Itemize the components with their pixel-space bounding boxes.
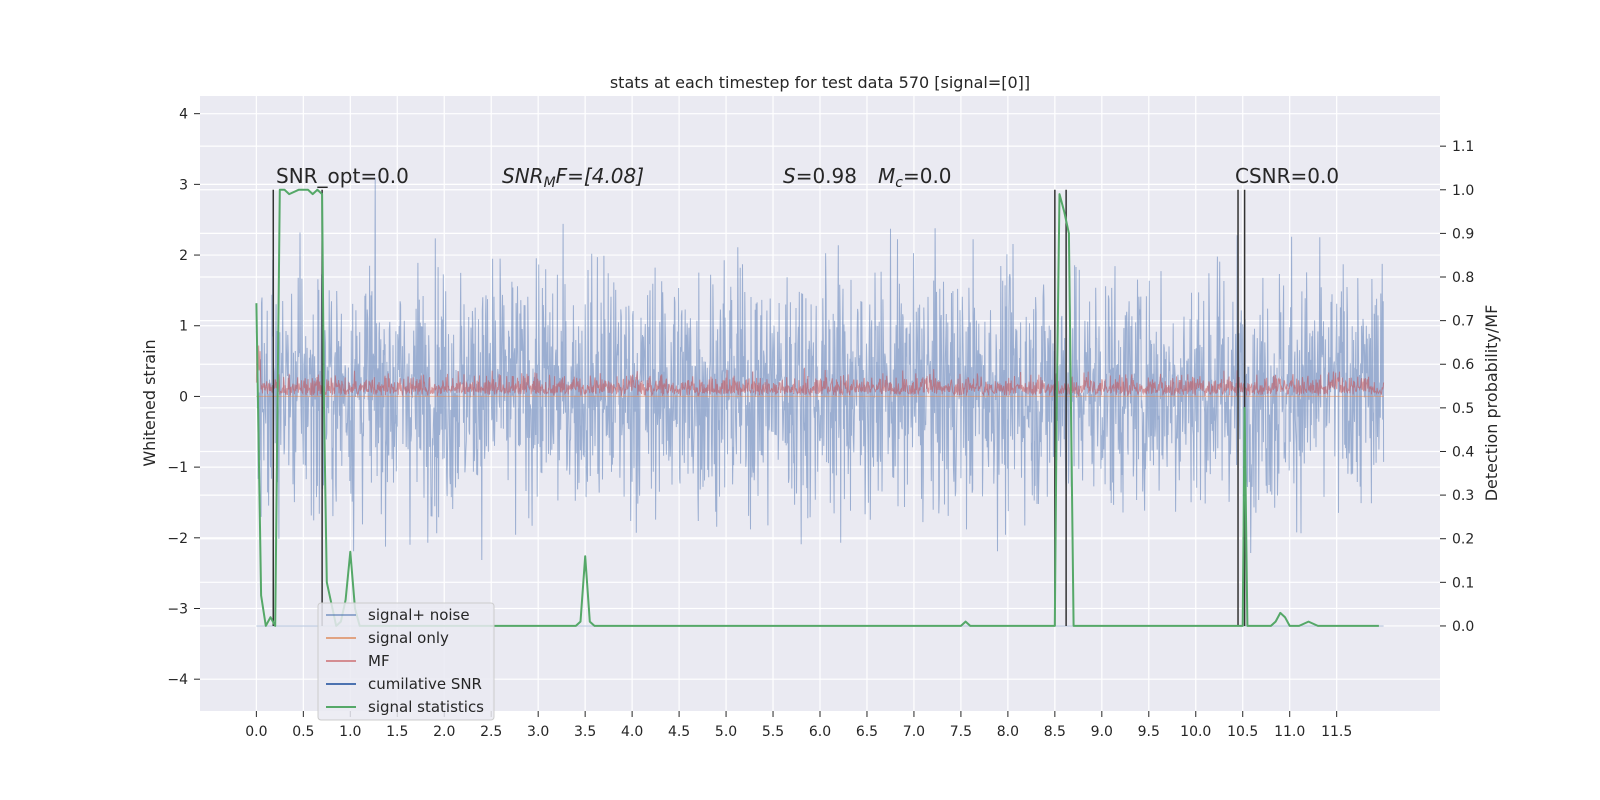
x-tick-label: 2.0: [433, 724, 455, 740]
x-tick-label: 6.5: [856, 724, 878, 740]
x-tick-label: 1.0: [339, 724, 361, 740]
y-tick-label: 0: [179, 389, 188, 405]
y2-tick-label: 0.0: [1452, 619, 1474, 635]
y-tick-label: −4: [167, 672, 188, 688]
y-tick-label: −2: [167, 531, 188, 547]
chart-title: stats at each timestep for test data 570…: [610, 73, 1030, 92]
x-tick-label: 4.0: [621, 724, 643, 740]
legend-label-cumilative-snr: cumilative SNR: [368, 675, 482, 693]
mf-line: [255, 345, 1385, 397]
x-tick-label: 0.5: [292, 724, 314, 740]
annotation-mc-sub: c: [895, 175, 903, 191]
x-tick-label: 9.0: [1091, 724, 1113, 740]
legend-label-signal-only: signal only: [368, 629, 449, 647]
x-tick-label: 10.5: [1227, 724, 1258, 740]
x-tick-label: 3.0: [527, 724, 549, 740]
x-tick-label: 5.0: [715, 724, 737, 740]
y2-tick-label: 0.6: [1452, 357, 1474, 373]
y2-tick-label: 1.1: [1452, 139, 1474, 155]
y2-tick-label: 0.5: [1452, 401, 1474, 417]
signal-noise-line: [255, 177, 1385, 561]
y-tick-label: −3: [167, 602, 188, 618]
x-tick-label: 0.0: [245, 724, 267, 740]
x-tick-label: 2.5: [480, 724, 502, 740]
x-tick-label: 3.5: [574, 724, 596, 740]
x-tick-label: 11.5: [1321, 724, 1352, 740]
y2-axis-label: Detection probability/MF: [1482, 305, 1501, 502]
y2-tick-label: 0.8: [1452, 270, 1474, 286]
annotation-snr-mf-a: SNR: [502, 164, 544, 188]
y-tick-label: 1: [179, 319, 188, 335]
legend-label-mf: MF: [368, 652, 390, 670]
annotation-mc-value: =0.0: [903, 164, 952, 188]
x-tick-label: 8.0: [997, 724, 1019, 740]
mf-series: [255, 345, 1385, 397]
x-tick-label: 1.5: [386, 724, 408, 740]
x-tick-label: 7.5: [950, 724, 972, 740]
x-tick-label: 11.0: [1274, 724, 1305, 740]
signal-statistics-series: [255, 188, 1379, 627]
signal-noise-series: [255, 177, 1385, 561]
y2-tick-label: 0.1: [1452, 575, 1474, 591]
y-tick-label: −1: [167, 460, 188, 476]
x-tick-label: 8.5: [1044, 724, 1066, 740]
signal-statistics-line: [255, 188, 1379, 627]
x-tick-label: 7.0: [903, 724, 925, 740]
annotation-mc-label: M: [878, 164, 895, 188]
legend: signal+ noise signal only MF cumilative …: [317, 602, 495, 721]
annotation-snr-mf-c: F=[4.08]: [556, 164, 644, 188]
y2-tick-label: 0.2: [1452, 532, 1474, 548]
annotation-s: S=0.98: [783, 164, 857, 188]
annotation-s-value: =0.98: [796, 164, 857, 188]
y-tick-label: 3: [179, 177, 188, 193]
y2-tick-label: 1.0: [1452, 183, 1474, 199]
y2-tick-label: 0.7: [1452, 314, 1474, 330]
y-axis-label: Whitened strain: [140, 339, 159, 466]
ticks: 0.0 0.5 1.0 1.5 2.0 2.5 3.0 3.5 4.0 4.5 5.0 5.5 6.0 6…: [167, 107, 1474, 740]
x-tick-label: 10.0: [1180, 724, 1211, 740]
annotation-snr-opt: SNR_opt=0.0: [276, 164, 409, 188]
annotation-csnr: CSNR=0.0: [1235, 164, 1339, 188]
y-tick-label: 4: [179, 107, 188, 123]
x-tick-label: 4.5: [668, 724, 690, 740]
x-tick-label: 9.5: [1138, 724, 1160, 740]
annotation-snr-mf: SNRMF=[4.08]: [502, 164, 644, 191]
legend-label-signal-statistics: signal statistics: [368, 698, 484, 716]
y2-tick-label: 0.4: [1452, 444, 1474, 460]
legend-label-signal-noise: signal+ noise: [368, 606, 470, 624]
x-tick-label: 5.5: [762, 724, 784, 740]
legend-box: [317, 602, 495, 721]
x-tick-label: 6.0: [809, 724, 831, 740]
y2-tick-label: 0.9: [1452, 226, 1474, 242]
annotation-s-label: S: [783, 164, 796, 188]
annotation-snr-mf-b: M: [544, 175, 556, 191]
y-tick-label: 2: [179, 248, 188, 264]
y2-tick-label: 0.3: [1452, 488, 1474, 504]
annotation-mc: Mc=0.0: [878, 164, 952, 191]
